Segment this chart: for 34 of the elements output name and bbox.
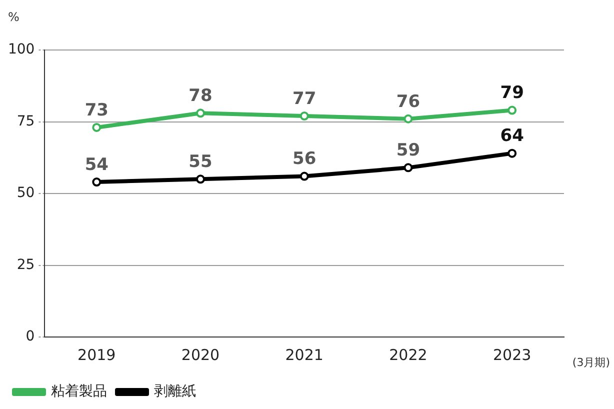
data-label: 54 bbox=[84, 154, 109, 175]
data-label: 55 bbox=[188, 152, 212, 172]
legend-label: 粘着製品 bbox=[51, 384, 107, 400]
point bbox=[404, 114, 413, 124]
x-tick-label: 2022 bbox=[389, 346, 428, 364]
y-axis-title: % bbox=[8, 10, 20, 24]
y-tick-label: 0 bbox=[26, 328, 35, 345]
point bbox=[92, 178, 102, 187]
point bbox=[508, 148, 517, 158]
data-label: 73 bbox=[84, 100, 108, 120]
x-tick-label: 2019 bbox=[78, 346, 116, 364]
point bbox=[300, 172, 309, 181]
data-label: 77 bbox=[292, 88, 316, 109]
point bbox=[508, 106, 517, 115]
data-label: 78 bbox=[188, 86, 212, 106]
legend-label: 剥離紙 bbox=[154, 384, 196, 400]
data-label: 64 bbox=[500, 126, 524, 146]
y-tick-label: 50 bbox=[16, 185, 35, 202]
x-tick-label: 2020 bbox=[181, 346, 220, 364]
data-label: 56 bbox=[292, 149, 316, 170]
text: (3月期) bbox=[572, 356, 610, 369]
point bbox=[300, 112, 309, 121]
point bbox=[92, 122, 102, 132]
data-label: 59 bbox=[396, 140, 420, 161]
y-tick-label: 100 bbox=[8, 42, 35, 58]
point bbox=[196, 108, 206, 118]
point bbox=[196, 174, 206, 184]
x-tick-label: 2021 bbox=[285, 346, 324, 364]
x-tick-label: 2023 bbox=[492, 346, 532, 364]
y-tick-label: 25 bbox=[16, 256, 35, 273]
data-label: 76 bbox=[396, 92, 420, 112]
point bbox=[404, 163, 413, 172]
data-label: 79 bbox=[500, 83, 524, 104]
y-tick-label: 75 bbox=[16, 113, 35, 130]
